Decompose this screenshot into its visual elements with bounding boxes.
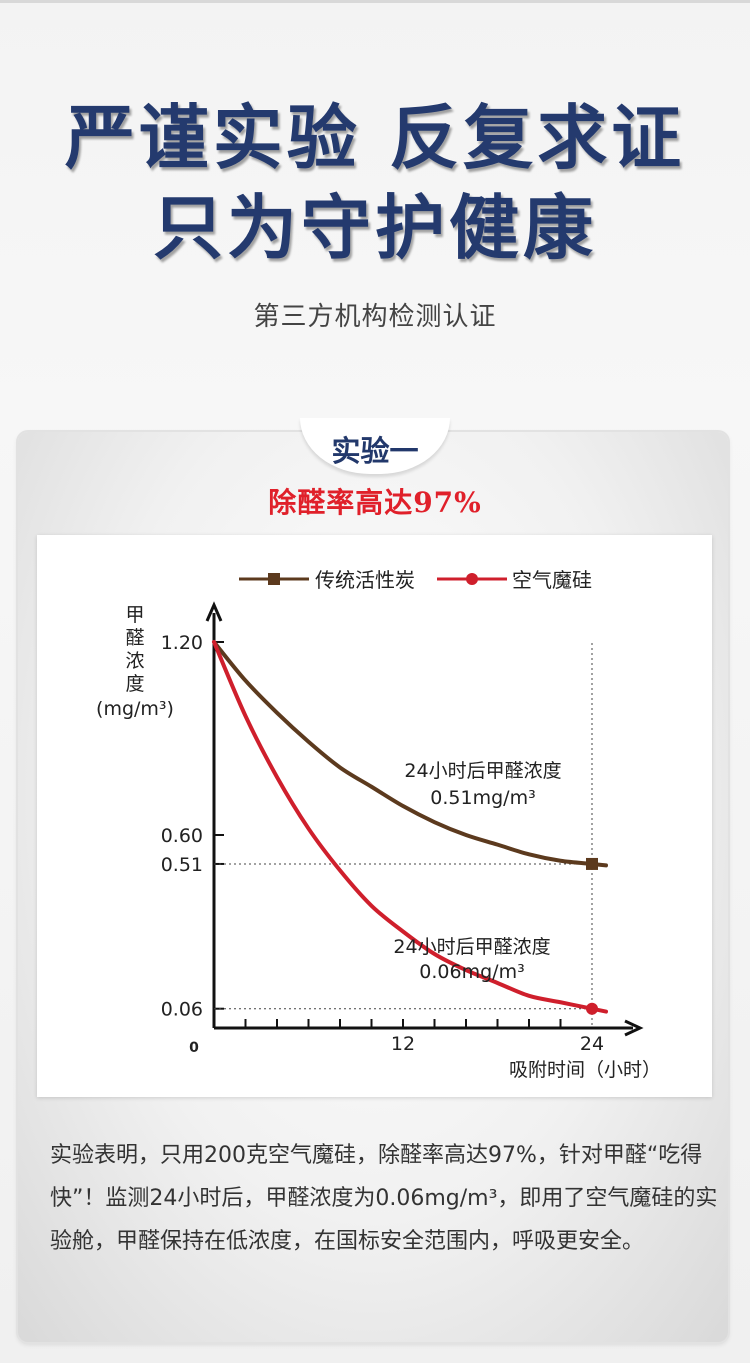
annotation-silicon-line-1: 24小时后甲醛浓度 [393,936,550,958]
chart-legend: 传统活性炭 空气魔硅 [239,568,592,592]
series-endpoint-silicon [586,1002,598,1015]
y-tick-label: 0.06 [161,999,203,1021]
y-label-char-1: 甲 [125,604,144,626]
y-label-char-4: 度 [125,673,144,695]
y-label-char-3: 浓 [125,650,144,672]
chart-panel: 传统活性炭 空气魔硅 甲 醛 浓 度 (mg/m³) 1.20 0.60 0.51 0… [37,535,712,1097]
annotation-charcoal: 24小时后甲醛浓度 0.51mg/m³ [404,760,561,809]
headline-line-2: 只为守护健康 [153,187,597,269]
annotation-charcoal-line-2: 0.51mg/m³ [430,787,535,809]
legend-marker-silicon [466,573,478,585]
experiment-description: 实验表明，只用200克空气魔硅，除醛率高达97%，针对甲醛“吃得快”！监测24小… [50,1143,718,1254]
y-axis-arrow [205,601,223,622]
formaldehyde-chart: 传统活性炭 空气魔硅 甲 醛 浓 度 (mg/m³) 1.20 0.60 0.51 0… [96,568,661,1081]
chart-axes: 1.20 0.60 0.51 0.06 0 12 24 [161,601,644,1056]
experiment-tab-label: 实验一 [331,434,419,468]
removal-rate-text: 除醛率高达97% [268,486,482,519]
y-tick-label: 0.51 [161,854,203,876]
y-label-char-2: 醛 [125,627,144,649]
legend-marker-charcoal [268,573,280,585]
y-tick-label: 1.20 [161,632,203,654]
y-tick-label: 0.60 [161,825,203,847]
headline-line-1: 严谨实验 反复求证 [64,97,686,179]
subtitle: 第三方机构检测认证 [253,302,497,332]
legend-label-charcoal: 传统活性炭 [315,568,415,592]
chart-series [212,640,608,1015]
experiment-tab: 实验一 [300,418,450,474]
y-axis-label: 甲 醛 浓 度 (mg/m³) [96,604,174,720]
top-divider [0,0,750,3]
x-tick-label: 24 [580,1033,604,1055]
legend-label-silicon: 空气魔硅 [512,568,592,592]
y-axis-unit: (mg/m³) [96,698,174,720]
x-axis-arrow [624,1019,644,1037]
series-line-silicon [212,640,608,1014]
annotation-charcoal-line-1: 24小时后甲醛浓度 [404,760,561,782]
x-tick-label: 0 [189,1040,199,1056]
annotation-silicon: 24小时后甲醛浓度 0.06mg/m³ [393,936,550,983]
series-line-charcoal [212,640,608,868]
series-endpoint-charcoal [586,857,598,870]
annotation-silicon-line-2: 0.06mg/m³ [419,961,524,983]
x-tick-label: 12 [391,1033,415,1055]
x-axis-label: 吸附时间（小时） [509,1059,661,1081]
